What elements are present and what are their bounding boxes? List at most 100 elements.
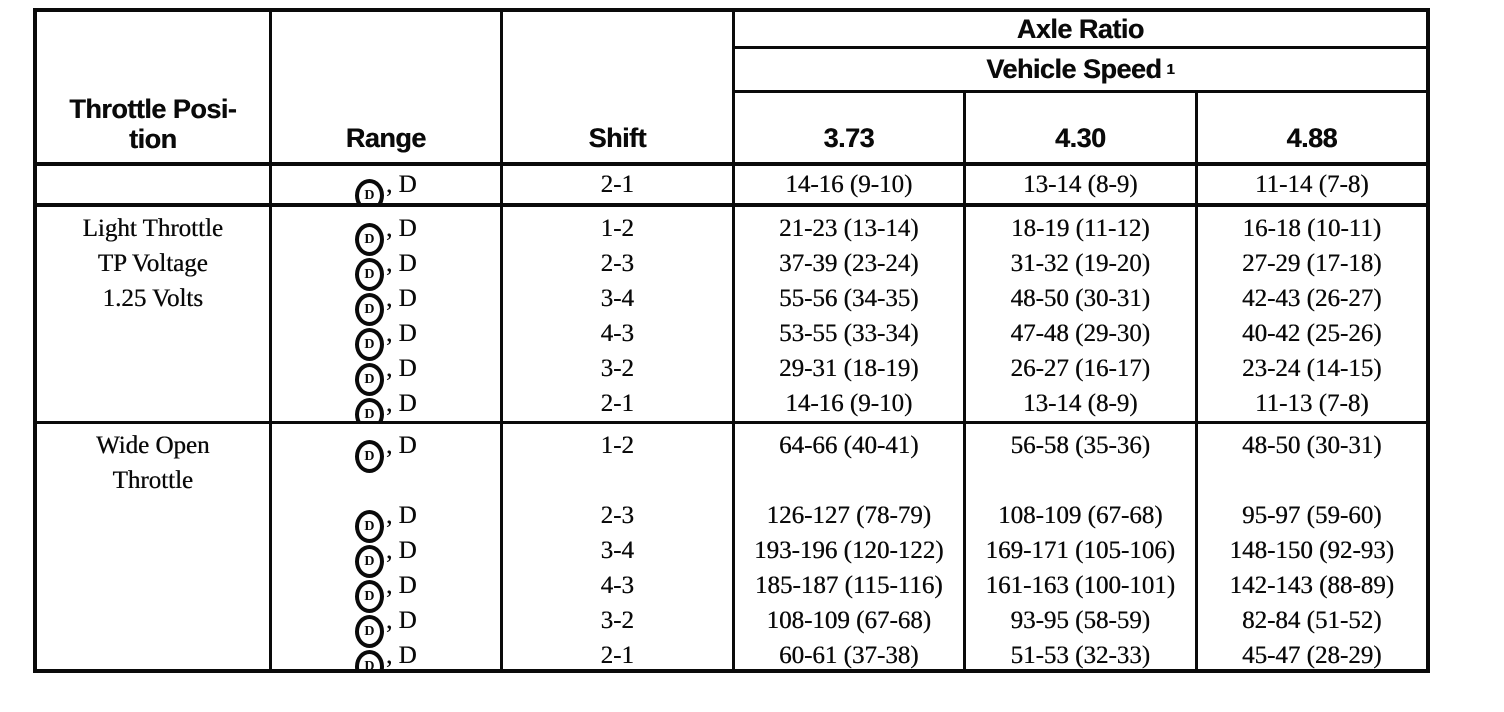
overdrive-circle-d-icon: D: [354, 398, 384, 421]
vehicle-speed-label: Vehicle Speed: [986, 54, 1162, 84]
table-line: TP Voltage: [97, 250, 208, 277]
table-line: 13-14 (8-9): [1022, 390, 1138, 417]
table-line: 23-24 (14-15): [1241, 355, 1382, 382]
table-line: 31-32 (19-20): [1010, 250, 1151, 277]
table-line: 93-95 (58-59): [1010, 607, 1151, 634]
overdrive-circle-d-icon: D: [354, 223, 384, 256]
table-line: 108-109 (67-68): [997, 502, 1163, 529]
overdrive-circle-d-icon: D: [354, 258, 384, 291]
table-line: 27-29 (17-18): [1241, 250, 1382, 277]
table-line: 95-97 (59-60): [1241, 502, 1382, 529]
table-line: 2-3: [600, 250, 634, 277]
table-line: tion: [129, 124, 177, 154]
table-line: [503, 463, 732, 498]
throttle-cell-light-throttle: Light Throttle TP Voltage 1.25 Volts: [37, 203, 269, 421]
overdrive-circle-d-icon: D: [354, 545, 384, 578]
throttle-cell-section-1: [37, 162, 269, 203]
table-line: 1-2: [600, 215, 634, 242]
table-line: 126-127 (78-79): [766, 502, 932, 529]
table-line: D, D: [272, 498, 501, 543]
table-line: 48-50 (30-31): [1010, 285, 1151, 312]
table-line: [735, 463, 964, 498]
table-line: 161-163 (100-101): [985, 572, 1176, 599]
speed-3-73-cell-wide-open: 64-66 (40-41) 126-127 (78-79) 193-196 (12…: [731, 421, 964, 669]
table-line: 42-43 (26-27): [1241, 285, 1382, 312]
header-axle-ratio: Axle Ratio: [731, 12, 1427, 46]
table-line: 26-27 (16-17): [1010, 355, 1151, 382]
table-line: 108-109 (67-68): [766, 607, 932, 634]
table-line: 4-3: [600, 320, 634, 347]
table-line: 18-19 (11-12): [1010, 215, 1150, 242]
table-line: D, D: [272, 281, 501, 326]
table-line: 14-16 (9-10): [785, 171, 913, 198]
overdrive-circle-d-icon: D: [354, 510, 384, 543]
speed-3-73-cell-light-throttle: 21-23 (13-14) 37-39 (23-24) 55-56 (34-35) 5…: [731, 203, 963, 421]
table-line: 3-2: [600, 607, 634, 634]
table-line: D, D: [272, 351, 501, 396]
table-line: 1.25 Volts: [102, 285, 203, 312]
speed-4-88-cell-light-throttle: 16-18 (10-11) 27-29 (17-18) 42-43 (26-27) 4…: [1194, 203, 1426, 421]
speed-3-73-cell-section-1: 14-16 (9-10): [731, 162, 963, 203]
table-line: 13-14 (8-9): [1022, 171, 1138, 198]
table-line: 82-84 (51-52): [1241, 607, 1382, 634]
overdrive-circle-d-icon: D: [354, 293, 384, 326]
table-line: 21-23 (13-14): [778, 215, 919, 242]
table-line: D, D: [272, 246, 501, 291]
table-line: 3-4: [600, 537, 634, 564]
table-line: Throttle: [112, 467, 194, 494]
header-throttle-position: Throttle Posi-tion: [37, 12, 269, 162]
speed-4-88-cell-section-1: 11-14 (7-8): [1194, 162, 1426, 203]
header-ratio-4-88: 4.88: [1194, 90, 1426, 162]
speed-4-88-cell-wide-open: 48-50 (30-31) 95-97 (59-60) 148-150 (92-9…: [1194, 421, 1426, 669]
shift-cell-light-throttle: 1-2 2-3 3-4 4-3 3-2 2-1: [500, 203, 732, 421]
table-line: D, D: [272, 386, 501, 421]
table-line: 169-171 (105-106): [985, 537, 1176, 564]
table-line: 53-55 (33-34): [778, 320, 919, 347]
table-line: 193-196 (120-122): [753, 537, 944, 564]
table-line: 48-50 (30-31): [1241, 432, 1382, 459]
table-line: Throttle Posi-: [69, 94, 237, 124]
overdrive-circle-d-icon: D: [354, 650, 384, 669]
table-line: 2-1: [600, 390, 634, 417]
table-line: 185-187 (115-116): [754, 572, 943, 599]
speed-4-30-cell-light-throttle: 18-19 (11-12) 31-32 (19-20) 48-50 (30-31) 4…: [963, 203, 1195, 421]
table-line: D, D: [272, 167, 501, 203]
table-line: 16-18 (10-11): [1242, 215, 1382, 242]
table-line: 37-39 (23-24): [778, 250, 919, 277]
table-line: 11-14 (7-8): [1254, 171, 1369, 198]
header-range: Range: [268, 12, 501, 162]
table-line: 3-4: [600, 285, 634, 312]
table-line: D, D: [272, 316, 501, 361]
table-line: D, D: [272, 603, 501, 648]
table-line: 148-150 (92-93): [1229, 537, 1395, 564]
overdrive-circle-d-icon: D: [354, 580, 384, 613]
throttle-cell-wide-open: Wide Open Throttle: [37, 421, 269, 669]
header-ratio-3-73: 3.73: [731, 90, 963, 162]
table-line: [37, 167, 269, 202]
shift-cell-wide-open: 1-2 2-3 3-4 4-3 3-2 2-1: [500, 421, 732, 669]
table-line: 2-3: [600, 502, 634, 529]
table-line: [966, 463, 1195, 498]
table-line: D, D: [272, 638, 501, 669]
overdrive-circle-d-icon: D: [354, 179, 384, 203]
table-line: 2-1: [600, 642, 634, 669]
overdrive-circle-d-icon: D: [354, 328, 384, 361]
overdrive-circle-d-icon: D: [354, 440, 384, 473]
table-line: 11-13 (7-8): [1254, 390, 1369, 417]
table-line: 45-47 (28-29): [1241, 642, 1382, 669]
table-line: D, D: [272, 568, 501, 613]
table-line: 3-2: [600, 355, 634, 382]
table-line: Wide Open: [95, 432, 210, 459]
table-line: 14-16 (9-10): [785, 390, 913, 417]
table-line: [272, 463, 501, 498]
overdrive-circle-d-icon: D: [354, 615, 384, 648]
table-line: 64-66 (40-41): [778, 432, 919, 459]
table-line: D, D: [272, 211, 501, 256]
table-line: 47-48 (29-30): [1010, 320, 1151, 347]
table-line: 40-42 (25-26): [1241, 320, 1382, 347]
table-line: D, D: [272, 533, 501, 578]
header-ratio-4-30: 4.30: [963, 90, 1195, 162]
header-shift: Shift: [500, 12, 732, 162]
